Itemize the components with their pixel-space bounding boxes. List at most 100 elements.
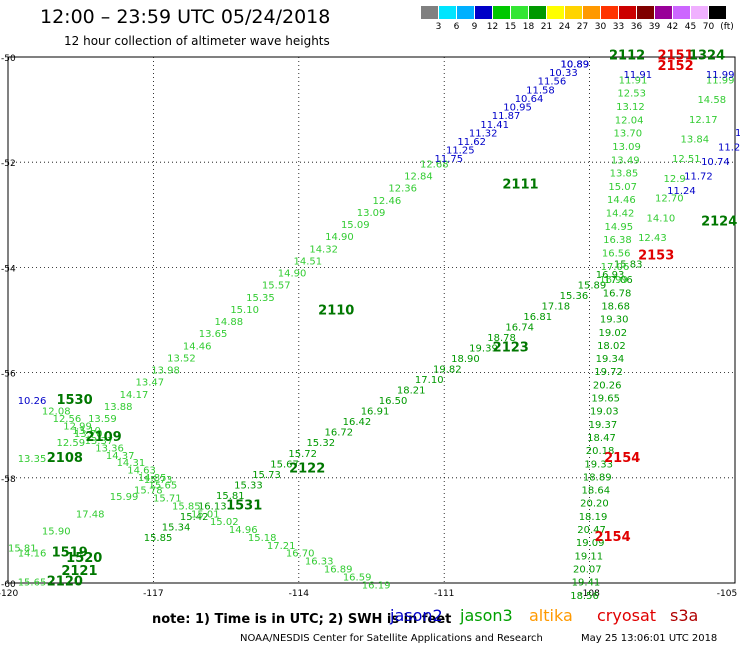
- wave-height-value: 16.42: [343, 417, 372, 428]
- colorbar-swatch: [529, 6, 546, 19]
- wave-height-value: 12.08: [42, 407, 71, 418]
- wave-height-value: 10.89: [561, 60, 590, 71]
- wave-height-value: 11.25: [446, 146, 475, 157]
- pass-number-label: 2121: [61, 564, 97, 579]
- wave-height-value: 14.32: [309, 244, 338, 255]
- wave-height-value: 11.91: [619, 75, 648, 86]
- wave-height-value: 10.33: [549, 68, 578, 79]
- map-frame: [7, 56, 736, 584]
- lon-tick-label: -117: [143, 589, 163, 599]
- wave-height-value: 13.59: [88, 414, 117, 425]
- wave-height-value: 18.02: [597, 341, 626, 352]
- lon-tick-label: -114: [289, 589, 310, 599]
- lat-tick-label: -56: [1, 370, 16, 380]
- wave-height-value: 11.91: [624, 70, 653, 81]
- colorbar-tick-label: 36: [630, 22, 643, 32]
- wave-height-value: 12.53: [617, 89, 646, 100]
- wave-height-value: 12.84: [404, 172, 433, 183]
- wave-height-value: 14.51: [294, 256, 323, 267]
- wave-height-value: 11.32: [469, 128, 498, 139]
- pass-number-label: 2123: [493, 341, 529, 356]
- lon-tick-label: -111: [434, 589, 454, 599]
- wave-height-value: 12.99: [63, 421, 92, 432]
- colorbar-tick-label: 42: [666, 22, 679, 32]
- wave-height-value: 19.30: [600, 315, 629, 326]
- wave-height-value: 18.64: [582, 486, 611, 497]
- colorbar-swatch: [457, 6, 474, 19]
- colorbar-swatch: [511, 6, 528, 19]
- colorbar-tick-label: 18: [522, 22, 535, 32]
- wave-height-value: 13.09: [357, 208, 386, 219]
- wave-height-value: 19.39: [469, 344, 498, 355]
- pass-number-label: 2111: [502, 178, 538, 193]
- pass-number-label: 2108: [47, 451, 83, 466]
- wave-height-value: 11.75: [435, 154, 464, 165]
- colorbar-tick-label: 21: [540, 22, 553, 32]
- wave-height-value: 13.70: [614, 129, 643, 140]
- wave-height-value: 18.68: [601, 301, 630, 312]
- satellite-legend-altika: altika: [529, 606, 573, 625]
- colorbar-tick-label: 45: [684, 22, 697, 32]
- wave-height-value: 12.43: [638, 233, 667, 244]
- wave-height-value: 15.57: [262, 281, 291, 292]
- wave-height-value: 15.09: [341, 220, 370, 231]
- wave-height-value: 16.78: [603, 288, 632, 299]
- satellite-legend-s3a: s3a: [670, 606, 699, 625]
- wave-height-value: 15.10: [230, 305, 259, 316]
- wave-height-value: 16.33: [305, 557, 334, 568]
- wave-height-value: 16.13: [198, 501, 227, 512]
- wave-height-value: 15.85: [144, 533, 173, 544]
- wave-height-value: 20.18: [586, 446, 615, 457]
- colorbar-tick-label: 12: [486, 22, 499, 32]
- wave-height-value: 12.68: [420, 159, 449, 170]
- colorbar-swatch: [421, 6, 438, 19]
- wave-height-value: 15.67: [270, 459, 299, 470]
- page-subtitle: 12 hour collection of altimeter wave hei…: [64, 34, 330, 48]
- wave-height-value: 15.34: [162, 522, 191, 533]
- wave-height-value: 15.32: [306, 438, 335, 449]
- colorbar-tick-label: 70: [702, 22, 715, 32]
- lon-tick-label: -105: [717, 589, 737, 599]
- wave-height-value: 11.58: [526, 85, 555, 96]
- wave-height-value: 13.37: [85, 436, 114, 447]
- lat-tick-label: -60: [1, 580, 16, 590]
- wave-height-value: 14.95: [604, 222, 633, 233]
- pass-number-label: 2154: [594, 530, 630, 545]
- lat-tick-label: -52: [1, 159, 16, 169]
- wave-height-value: 14.58: [697, 95, 726, 106]
- pass-number-label: 2151: [657, 49, 693, 64]
- wave-height-value: 18.19: [579, 512, 608, 523]
- wave-height-value: 15.83: [614, 259, 643, 270]
- colorbar-swatch: [475, 6, 492, 19]
- wave-height-value: 14.10: [647, 213, 676, 224]
- colorbar-swatch: [547, 6, 564, 19]
- wave-height-value: 19.65: [591, 394, 620, 405]
- colorbar-swatch: [655, 6, 672, 19]
- wave-height-value: 14.46: [607, 195, 636, 206]
- wave-height-value: 19.34: [596, 354, 625, 365]
- wave-height-value: 12.70: [655, 194, 684, 205]
- page-title: 12:00 – 23:59 UTC 05/24/2018: [40, 6, 331, 28]
- wave-height-value: 18.47: [587, 433, 616, 444]
- wave-height-value: 15.71: [153, 493, 182, 504]
- footer-timestamp: May 25 13:06:01 UTC 2018: [581, 633, 718, 644]
- wave-height-value: 14.85: [138, 473, 167, 484]
- wave-height-value: 13.88: [104, 402, 133, 413]
- wave-height-value: 19.33: [584, 459, 613, 470]
- colorbar-tick-label: 9: [471, 22, 478, 32]
- wave-height-value: 10.74: [701, 157, 730, 168]
- lon-tick-label: -120: [0, 589, 18, 599]
- wave-height-value: 11.56: [538, 77, 567, 88]
- pass-number-label: 1531: [226, 498, 262, 513]
- wave-height-value: 17.06: [601, 262, 630, 273]
- wave-height-value: 14.90: [278, 269, 307, 280]
- wave-height-value: 14.42: [606, 209, 635, 220]
- wave-height-value: 16.59: [343, 572, 372, 583]
- wave-height-value: 15.78: [134, 486, 163, 497]
- pass-number-label: 2112: [609, 49, 645, 64]
- wave-height-value: 14.31: [117, 458, 146, 469]
- wave-height-value: 10.26: [18, 396, 47, 407]
- wave-height-value: 15.02: [210, 517, 239, 528]
- wave-height-value: 14.96: [229, 525, 258, 536]
- wave-height-value: 15.35: [246, 293, 275, 304]
